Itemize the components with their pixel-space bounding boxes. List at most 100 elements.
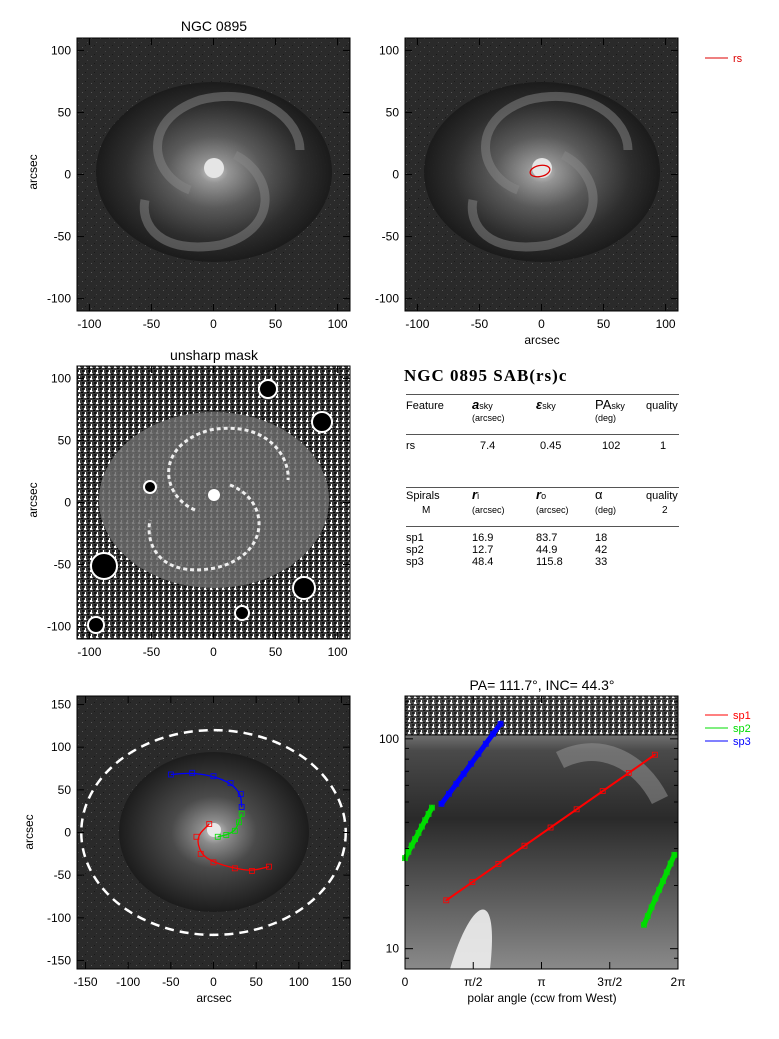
polar-point-sp1 [443,897,450,904]
y-tick-label: 100 [379,43,399,57]
x-tick-label: -100 [405,317,429,331]
galaxy-core [532,158,552,178]
y-tick-label: 0 [392,168,399,182]
polar-point-sp2 [408,842,415,849]
polar-image [405,696,678,969]
x-tick-label: 50 [269,317,283,331]
spiral-point-sp1 [231,865,238,872]
feature-e: 0.45 [540,440,562,452]
rule [406,487,679,488]
y-tick-label: 0 [64,168,71,182]
x-tick-label: -100 [77,317,101,331]
x-axis-label: arcsec [196,991,231,1005]
rule [406,526,679,527]
legend-label-rs: rs [733,53,743,65]
spiral-point-sp3 [227,780,234,786]
polar-point-sp1 [625,770,632,776]
spiral-point-sp2 [223,832,230,838]
legend-label-sp3: sp3 [733,736,751,748]
spiral-arm [167,426,290,512]
polar-point-sp2 [663,869,670,876]
spiral-point-sp2 [214,833,221,840]
y-tick-label: 100 [51,371,71,385]
x-tick-label: 0 [210,645,217,659]
quality-value: 2 [662,505,668,516]
col-spirals: Spirals [406,490,440,502]
y-tick-label: 50 [58,105,72,119]
panel-title: NGC 0895 [181,18,247,34]
y-tick-label: -50 [382,230,400,244]
polar-point-sp2 [656,886,663,893]
polar-point-sp2 [429,804,435,811]
polar-point-sp3 [453,780,460,787]
y-tick-label: -100 [375,292,399,306]
spiral-arm [481,91,633,195]
polar-point-sp2 [644,913,651,919]
polar-point-sp1 [469,879,476,886]
panel-title: unsharp mask [170,347,259,363]
spiral-point-sp1 [206,821,213,827]
table-title: NGC 0895 SAB(rs)c [404,366,568,385]
polar-point-sp1 [495,861,502,867]
spiral-alpha: 33 [595,556,608,568]
spiral-name: sp3 [406,556,424,568]
col-pa-unit: (deg) [595,413,617,423]
spiral-point-sp3 [167,771,174,778]
rs-ellipse [529,164,551,178]
legend-label-sp2: sp2 [733,723,751,735]
polar-point-sp3 [468,760,474,767]
x-tick-label: 0 [210,317,217,331]
axes-ticks: -100 -100 -50 -50 0 0 50 50 100 100 [375,38,678,331]
spiral-name: sp2 [406,544,424,556]
polar-point-sp1 [521,842,528,849]
y-tick-label: 100 [379,732,399,746]
col-ri: ri [472,487,480,502]
spiral-point-sp1 [197,850,204,857]
col-pa: PAsky [595,397,625,412]
spiral-point-sp3 [238,804,245,810]
galaxy-core [204,158,224,178]
legend-label-sp1: sp1 [733,710,751,722]
polar-point-sp3 [490,730,497,737]
spiral-ri: 48.4 [472,556,494,568]
spiral-arm [467,150,598,252]
masked-star [311,411,333,433]
x-tick-label: 100 [328,317,348,331]
spiral-point-sp1 [266,863,272,870]
polar-point-sp3 [475,750,482,757]
x-tick-label: 50 [597,317,611,331]
polar-point-sp1 [573,806,580,813]
spiral-point-sp2 [236,819,242,826]
x-tick-label: 100 [289,975,309,989]
y-tick-label: -150 [47,953,71,967]
x-tick-label: -50 [143,317,161,331]
y-tick-label: -100 [47,292,71,306]
x-tick-label: 3π/2 [597,975,622,989]
y-tick-label: 50 [58,433,72,447]
panel-top-right: -100 -100 -50 -50 0 0 50 50 100 100 arcsec rs [375,37,743,347]
x-axis-label: polar angle (ccw from West) [467,991,616,1005]
spiral-sp1 [197,823,270,871]
masked-star [87,616,105,634]
polar-point-sp2 [422,817,429,824]
polar-point-sp2 [641,921,647,928]
col-a-unit: (arcsec) [472,413,505,423]
col-a: asky [472,397,493,412]
y-tick-label: 150 [51,698,71,712]
spiral-alpha: 18 [595,532,608,544]
y-tick-label: 0 [64,826,71,840]
col-feature: Feature [406,400,444,412]
spiral-arm [139,150,270,252]
polar-fit-sp2 [641,852,677,928]
x-tick-label: π/2 [464,975,483,989]
y-tick-label: -100 [47,620,71,634]
polar-overlay [402,720,678,928]
polar-point-sp1 [547,824,554,831]
polar-point-sp3 [482,740,489,747]
polar-point-sp1 [651,751,658,758]
panel-title: PA= 111.7°, INC= 44.3° [469,677,614,693]
spiral-arm [147,483,261,572]
spiral-name: sp1 [406,532,424,544]
spiral-point-sp3 [210,773,217,780]
x-tick-label: -50 [143,645,161,659]
